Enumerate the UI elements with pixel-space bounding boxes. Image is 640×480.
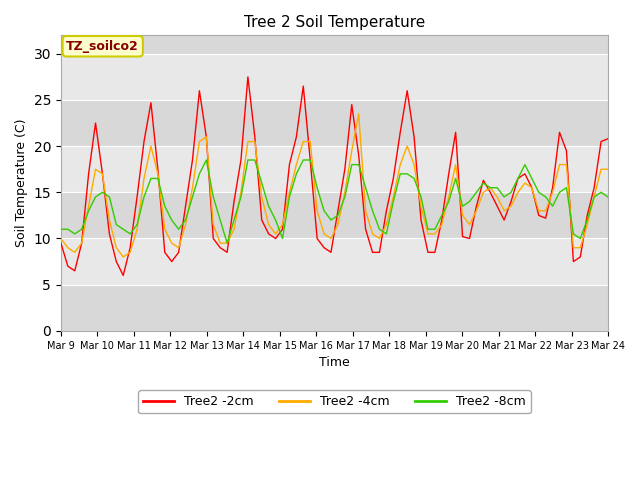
Y-axis label: Soil Temperature (C): Soil Temperature (C) xyxy=(15,119,28,247)
Bar xyxy=(61,146,608,192)
Bar xyxy=(61,36,608,54)
Bar xyxy=(61,192,608,239)
X-axis label: Time: Time xyxy=(319,356,350,369)
Text: TZ_soilco2: TZ_soilco2 xyxy=(67,40,139,53)
Legend: Tree2 -2cm, Tree2 -4cm, Tree2 -8cm: Tree2 -2cm, Tree2 -4cm, Tree2 -8cm xyxy=(138,390,531,413)
Bar xyxy=(61,100,608,146)
Bar xyxy=(61,54,608,100)
Bar xyxy=(61,239,608,285)
Bar xyxy=(61,285,608,331)
Title: Tree 2 Soil Temperature: Tree 2 Soil Temperature xyxy=(244,15,425,30)
